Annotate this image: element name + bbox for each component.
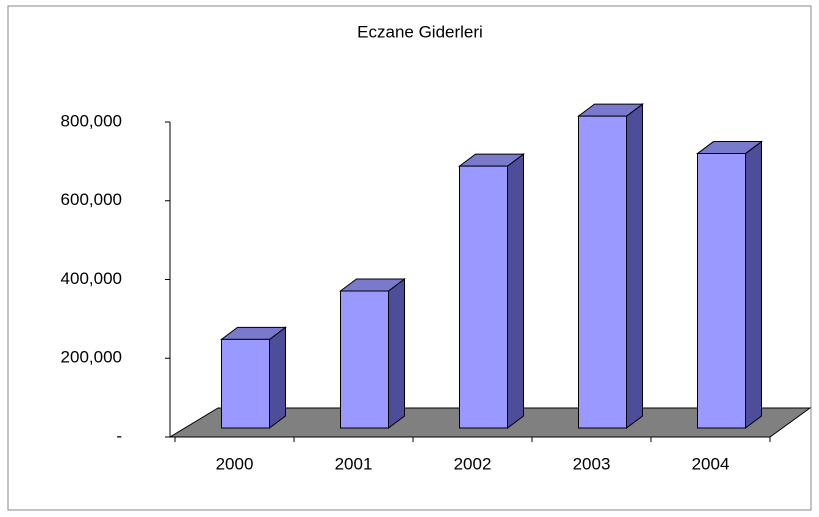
bar-side	[507, 153, 524, 429]
y-tick-label: 600,000	[61, 190, 122, 209]
x-tick-label: 2003	[573, 454, 611, 473]
bar-front	[459, 165, 508, 429]
bar-side	[269, 326, 286, 429]
bar	[220, 326, 287, 429]
chart-title: Eczane Giderleri	[357, 22, 483, 41]
x-tick-label: 2002	[454, 454, 492, 473]
bar-side	[388, 277, 405, 429]
y-tick-label: 200,000	[61, 348, 122, 367]
y-tick-label: -	[116, 426, 122, 445]
bar	[458, 153, 525, 429]
x-tick-label: 2004	[692, 454, 730, 473]
x-tick-label: 2000	[216, 454, 254, 473]
x-tick-label: 2001	[335, 454, 373, 473]
bar	[339, 277, 406, 429]
bar-side	[626, 103, 643, 429]
bar	[696, 140, 763, 429]
bar	[577, 103, 644, 429]
bar-side	[745, 140, 762, 429]
y-tick-label: 800,000	[61, 111, 122, 130]
bar-front	[578, 115, 627, 429]
bar-front	[221, 338, 270, 429]
bar-front	[340, 290, 389, 429]
bar-front	[697, 153, 746, 429]
y-tick-label: 400,000	[61, 269, 122, 288]
